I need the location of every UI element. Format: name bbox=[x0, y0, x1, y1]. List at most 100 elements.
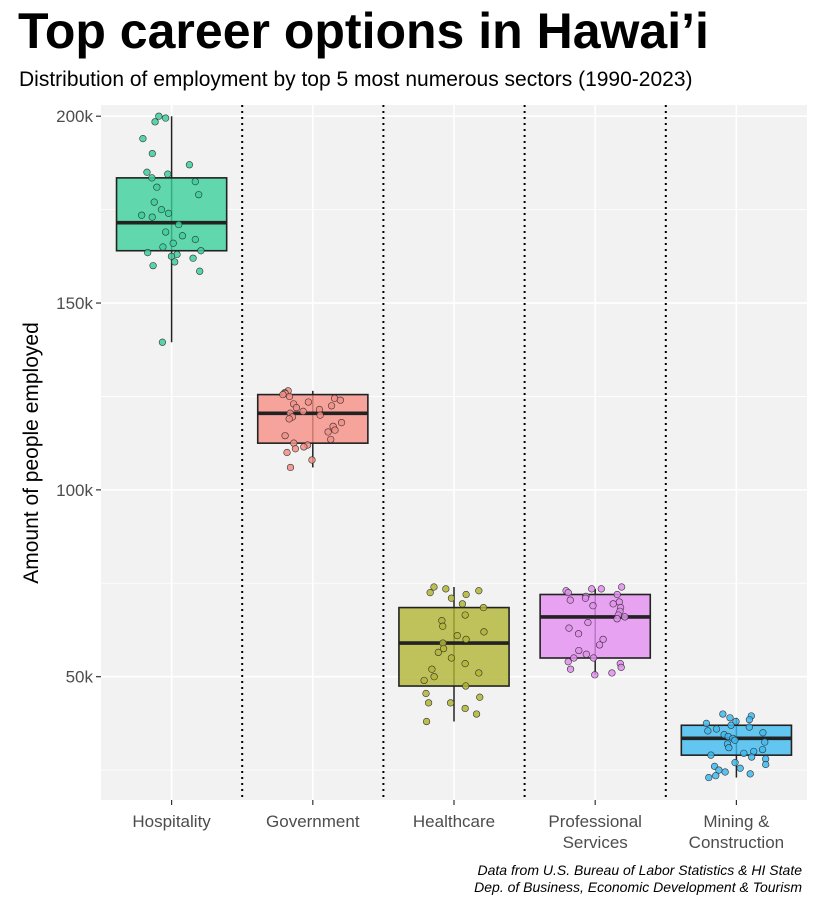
data-point bbox=[480, 628, 488, 636]
data-point bbox=[595, 641, 604, 649]
data-point bbox=[453, 631, 461, 640]
data-point bbox=[151, 118, 159, 126]
data-point bbox=[726, 714, 734, 722]
data-point bbox=[617, 663, 625, 671]
data-point bbox=[461, 660, 469, 668]
chart-subtitle: Distribution of employment by top 5 most… bbox=[19, 68, 693, 91]
source-caption: Data from U.S. Bureau of Labor Statistic… bbox=[474, 862, 802, 896]
data-point bbox=[746, 770, 754, 778]
data-point bbox=[430, 583, 438, 591]
data-point bbox=[324, 428, 332, 436]
data-point bbox=[570, 654, 578, 662]
data-point bbox=[591, 671, 599, 679]
data-point bbox=[286, 463, 295, 472]
data-point bbox=[442, 585, 450, 593]
y-tick-label: 200k bbox=[56, 107, 93, 126]
data-point bbox=[476, 693, 484, 701]
data-point bbox=[300, 443, 308, 451]
data-point bbox=[475, 669, 483, 677]
data-point bbox=[153, 183, 161, 191]
separator-layer bbox=[241, 105, 667, 800]
data-point bbox=[613, 615, 621, 623]
data-point bbox=[564, 589, 572, 597]
data-point bbox=[745, 716, 753, 724]
caption-line-1: Data from U.S. Bureau of Labor Statistic… bbox=[477, 862, 802, 878]
data-point bbox=[327, 402, 336, 410]
data-point bbox=[337, 419, 346, 427]
data-point bbox=[461, 704, 469, 713]
data-point bbox=[164, 170, 172, 178]
data-point bbox=[759, 729, 767, 737]
data-point bbox=[582, 650, 590, 658]
data-point bbox=[292, 404, 301, 412]
data-point bbox=[745, 723, 753, 731]
data-point bbox=[162, 114, 170, 122]
data-point bbox=[725, 744, 733, 752]
data-point bbox=[446, 699, 455, 707]
data-point bbox=[566, 665, 575, 673]
data-point bbox=[589, 654, 598, 662]
data-point bbox=[458, 600, 467, 608]
data-point bbox=[148, 213, 156, 221]
data-point bbox=[169, 239, 177, 247]
data-point bbox=[175, 220, 183, 229]
data-point bbox=[285, 392, 294, 401]
data-point bbox=[327, 435, 335, 444]
data-point bbox=[148, 174, 156, 182]
data-point bbox=[191, 177, 199, 186]
data-point bbox=[758, 745, 767, 754]
data-point bbox=[420, 676, 428, 685]
data-point bbox=[589, 602, 597, 610]
data-point bbox=[425, 699, 433, 707]
data-point bbox=[139, 135, 147, 143]
axis-layer: 50k 100k 150k 200k Hospitality Government Heal… bbox=[56, 107, 784, 852]
data-point bbox=[461, 611, 469, 619]
data-point bbox=[731, 736, 739, 744]
data-point bbox=[608, 669, 616, 677]
data-point bbox=[565, 624, 573, 632]
grid-layer bbox=[101, 105, 807, 800]
data-point bbox=[566, 596, 574, 604]
data-point bbox=[588, 585, 596, 593]
data-point bbox=[148, 149, 156, 158]
data-point bbox=[732, 717, 740, 726]
chart-title: Top career options in Hawai’i bbox=[18, 3, 709, 59]
data-point bbox=[748, 753, 756, 761]
data-point bbox=[304, 398, 312, 406]
data-point bbox=[462, 635, 470, 643]
data-point bbox=[196, 267, 204, 275]
data-point bbox=[704, 727, 712, 735]
x-tick-label: Services bbox=[563, 833, 628, 852]
data-point bbox=[584, 618, 592, 627]
data-point bbox=[422, 689, 430, 698]
data-point bbox=[762, 760, 770, 769]
x-tick-label: Professional bbox=[548, 812, 642, 831]
data-point bbox=[279, 390, 287, 399]
data-point bbox=[428, 665, 436, 673]
data-point bbox=[447, 594, 456, 602]
data-point bbox=[430, 673, 438, 681]
data-point bbox=[185, 161, 194, 169]
data-point bbox=[162, 228, 170, 236]
data-point bbox=[731, 759, 739, 767]
data-point bbox=[167, 252, 176, 260]
data-point bbox=[447, 654, 455, 662]
data-point bbox=[712, 772, 720, 780]
data-point bbox=[291, 445, 300, 453]
data-point bbox=[158, 338, 167, 346]
data-point bbox=[308, 456, 316, 464]
x-tick-label: Hospitality bbox=[132, 812, 211, 831]
data-point bbox=[462, 682, 470, 690]
data-point bbox=[138, 211, 146, 219]
data-point bbox=[740, 749, 748, 757]
box-iqr bbox=[398, 606, 510, 687]
data-point bbox=[736, 764, 744, 772]
data-point bbox=[597, 585, 605, 593]
data-point bbox=[574, 630, 583, 638]
data-point bbox=[164, 209, 173, 217]
data-point bbox=[721, 768, 729, 776]
data-point bbox=[564, 658, 572, 666]
data-point bbox=[157, 206, 166, 214]
x-tick-label: Healthcare bbox=[413, 812, 495, 831]
data-point bbox=[479, 603, 488, 612]
